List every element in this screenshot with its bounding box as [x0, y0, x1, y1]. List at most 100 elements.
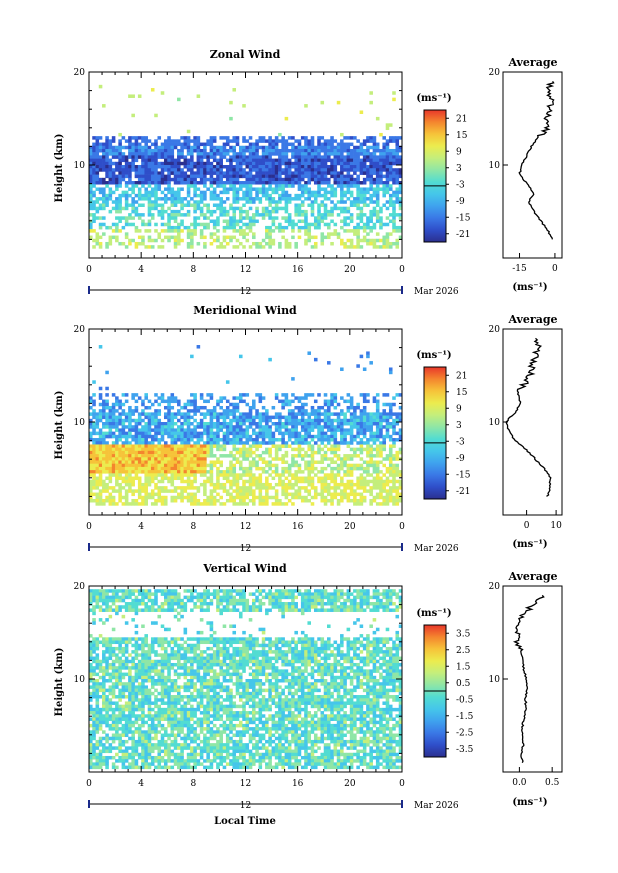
- heatmap-cell: [150, 444, 155, 448]
- heatmap-cell: [154, 222, 158, 227]
- heatmap-cell: [395, 422, 400, 426]
- heatmap-cell: [98, 412, 103, 416]
- heatmap-cell: [369, 158, 373, 163]
- heatmap-cell: [340, 165, 344, 169]
- heatmap-cell: [232, 168, 237, 172]
- heatmap-cell: [190, 174, 194, 179]
- heatmap-cell: [320, 171, 325, 175]
- heatmap-cell: [118, 473, 122, 477]
- heatmap-cell: [388, 193, 393, 198]
- heatmap-cell: [203, 152, 207, 156]
- heatmap-cell: [268, 482, 272, 487]
- heatmap-cell: [343, 470, 347, 474]
- heatmap-cell: [173, 238, 178, 243]
- heatmap-cell: [281, 155, 285, 159]
- heatmap-cell: [323, 425, 328, 429]
- heatmap-cell: [98, 454, 103, 458]
- heatmap-cell: [349, 213, 354, 217]
- heatmap-cell: [261, 187, 266, 191]
- heatmap-cell: [252, 155, 256, 159]
- heatmap-cell: [121, 460, 126, 464]
- heatmap-cell: [366, 145, 370, 150]
- heatmap-cell: [98, 206, 103, 211]
- heatmap-cell: [323, 165, 328, 169]
- heatmap-cell: [232, 193, 237, 198]
- heatmap-cell: [340, 422, 344, 426]
- heatmap-cell: [157, 171, 162, 175]
- heatmap-cell: [238, 450, 243, 455]
- heatmap-cell: [186, 447, 191, 452]
- heatmap-cell: [108, 171, 113, 175]
- heatmap-cell: [330, 498, 334, 503]
- heatmap-cell: [340, 158, 344, 163]
- heatmap-cell: [199, 454, 204, 458]
- heatmap-cell: [137, 447, 142, 452]
- heatmap-cell: [180, 136, 184, 140]
- heatmap-cell: [170, 431, 175, 436]
- heatmap-cell: [349, 498, 354, 503]
- heatmap-cell: [115, 502, 119, 506]
- heatmap-cell: [199, 418, 204, 423]
- heatmap-cell: [190, 502, 194, 506]
- heatmap-cell: [219, 495, 223, 500]
- heatmap-cell: [385, 222, 390, 227]
- heatmap-cell: [297, 444, 302, 448]
- heatmap-cell: [330, 428, 334, 432]
- heatmap-cell: [157, 428, 162, 432]
- heatmap-cell: [379, 479, 383, 484]
- heatmap-cell: [242, 489, 246, 493]
- heatmap-cell: [310, 450, 315, 455]
- heatmap-cell: [141, 402, 145, 407]
- heatmap-cell: [206, 399, 210, 404]
- heatmap-cell: [209, 502, 214, 506]
- heatmap-cell: [173, 415, 178, 420]
- heatmap-cell: [346, 161, 351, 166]
- heatmap-cell: [219, 181, 223, 185]
- heatmap-cell: [95, 486, 100, 490]
- heatmap-cell: [349, 438, 354, 442]
- heatmap-cell: [232, 197, 237, 201]
- heatmap-cell: [186, 431, 191, 436]
- heatmap-cell: [382, 482, 386, 487]
- heatmap-cell: [317, 161, 321, 166]
- heatmap-cell: [137, 171, 142, 175]
- heatmap-cell: [333, 434, 338, 439]
- heatmap-cell: [327, 139, 331, 143]
- heatmap-cell: [92, 479, 96, 484]
- heatmap-cell: [115, 152, 119, 156]
- heatmap-cell: [89, 168, 93, 172]
- heatmap-cell: [154, 482, 158, 487]
- heatmap-cell: [199, 396, 204, 400]
- heatmap-cell: [379, 148, 383, 153]
- heatmap-cell: [310, 393, 315, 397]
- heatmap-cell: [216, 171, 220, 175]
- x-tick-label: 0: [86, 265, 92, 275]
- heatmap-cell: [173, 181, 178, 185]
- heatmap-cell: [128, 181, 132, 185]
- heatmap-cell: [265, 479, 269, 484]
- heatmap-cell: [281, 431, 285, 436]
- heatmap-cell: [304, 460, 308, 464]
- heatmap-cell: [258, 502, 263, 506]
- heatmap-cell: [160, 181, 165, 185]
- heatmap-cell: [190, 492, 194, 497]
- heatmap-cell: [287, 193, 292, 198]
- heatmap-cell: [167, 177, 171, 182]
- heatmap-cell: [147, 139, 152, 143]
- heatmap-cell: [118, 589, 122, 593]
- heatmap-cell: [180, 177, 184, 182]
- heatmap-cell: [258, 489, 263, 493]
- heatmap-cell: [261, 425, 266, 429]
- heatmap-cell: [238, 145, 243, 150]
- heatmap-cell: [398, 148, 403, 153]
- heatmap-cell: [343, 418, 347, 423]
- heatmap-cell: [274, 463, 279, 468]
- heatmap-cell: [170, 200, 175, 204]
- heatmap-cell: [382, 181, 386, 185]
- heatmap-cell: [356, 181, 360, 185]
- heatmap-cell: [108, 405, 113, 410]
- colorbar-tick-label: -3: [456, 437, 465, 447]
- heatmap-cell: [222, 470, 227, 474]
- heatmap-cell: [307, 428, 312, 432]
- heatmap-cell: [395, 418, 400, 423]
